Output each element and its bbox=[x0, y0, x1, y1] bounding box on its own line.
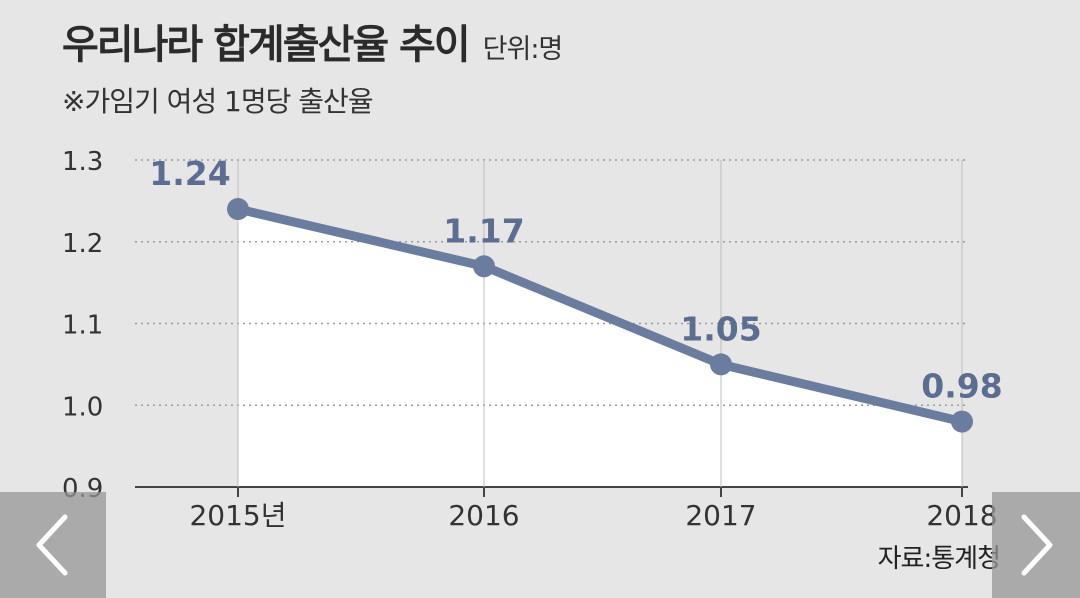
data-point bbox=[227, 198, 249, 221]
y-tick-label: 1.1 bbox=[62, 311, 103, 341]
data-label: 1.24 bbox=[149, 154, 230, 193]
chevron-right-icon bbox=[1021, 514, 1053, 576]
y-tick-label: 1.3 bbox=[62, 147, 103, 177]
x-tick-label: 2017 bbox=[685, 499, 756, 532]
x-tick-label: 2015년 bbox=[189, 499, 286, 532]
data-point bbox=[951, 410, 973, 433]
next-button[interactable] bbox=[992, 492, 1080, 598]
x-tick-label: 2018 bbox=[926, 499, 997, 532]
source-note: 자료:통계청 bbox=[877, 544, 1001, 574]
data-label: 0.98 bbox=[921, 367, 1002, 406]
chevron-left-icon bbox=[36, 514, 68, 576]
y-tick-label: 1.2 bbox=[62, 229, 103, 259]
chart-subtitle: ※가임기 여성 1명당 출산율 bbox=[62, 85, 374, 118]
data-point bbox=[473, 255, 495, 278]
y-tick-label: 1.0 bbox=[62, 392, 103, 422]
title-row: 우리나라 합계출산율 추이 단위:명 bbox=[62, 12, 564, 70]
area-fill bbox=[238, 209, 962, 488]
previous-button[interactable] bbox=[0, 492, 106, 598]
data-point bbox=[710, 353, 732, 376]
data-label: 1.05 bbox=[680, 309, 761, 348]
x-tick-label: 2016 bbox=[448, 499, 519, 532]
chart-title: 우리나라 합계출산율 추이 bbox=[62, 22, 471, 68]
series-line bbox=[233, 204, 967, 427]
unit-label: 단위:명 bbox=[482, 34, 564, 65]
data-label: 1.17 bbox=[443, 211, 524, 250]
